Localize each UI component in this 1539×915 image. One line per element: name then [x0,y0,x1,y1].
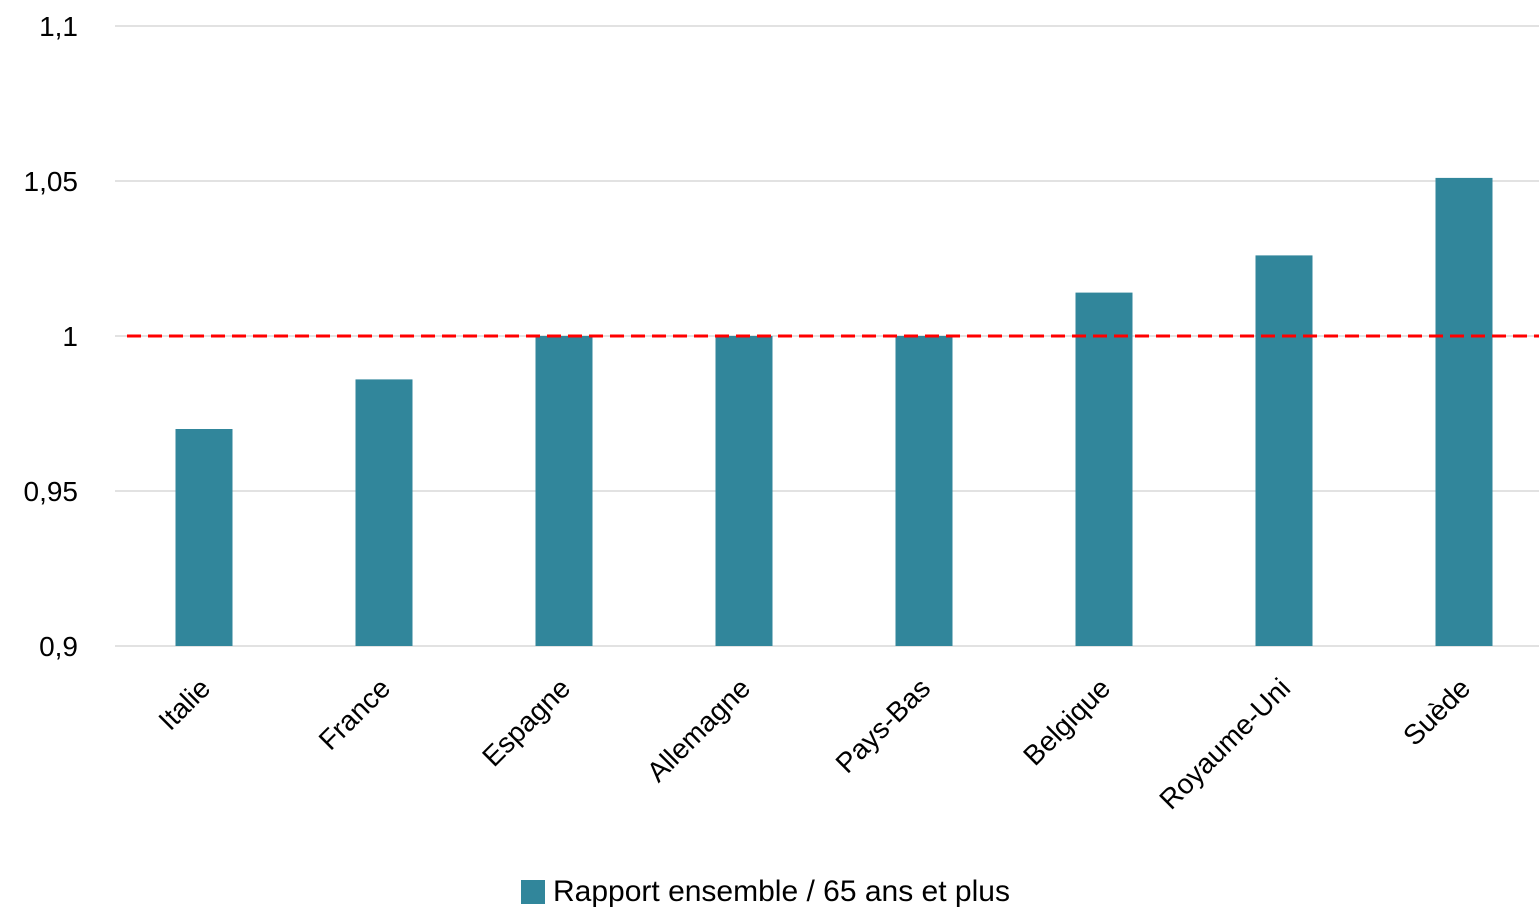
x-category-label: Pays-Bas [830,672,937,779]
y-tick-label: 0,9 [39,631,78,662]
x-category-label: Espagne [476,672,576,772]
bar [895,336,953,646]
legend: Rapport ensemble / 65 ans et plus [521,872,1010,912]
x-category-label: Royaume-Uni [1153,672,1296,815]
bar [175,429,233,646]
y-tick-label: 1,05 [24,166,79,197]
x-category-label: France [313,672,397,756]
y-axis-tick-labels: 0,9 0,95 1 1,05 1,1 [24,11,79,662]
y-tick-label: 1 [62,321,78,352]
x-category-label: Belgique [1017,672,1116,771]
x-category-label: Italie [152,672,216,736]
bar [1075,292,1133,646]
x-category-label: Suède [1397,672,1476,751]
x-axis-category-labels: Italie France Espagne Allemagne Pays-Bas Belg… [152,672,1476,815]
bar [1435,177,1493,646]
bars [175,177,1493,646]
bar [715,336,773,646]
legend-label: Rapport ensemble / 65 ans et plus [553,875,1010,908]
x-category-label: Allemagne [641,672,756,787]
bar [355,379,413,646]
y-tick-label: 0,95 [24,476,79,507]
bar [1255,255,1313,646]
y-tick-label: 1,1 [39,11,78,42]
legend-swatch [521,880,545,904]
bar [535,336,593,646]
